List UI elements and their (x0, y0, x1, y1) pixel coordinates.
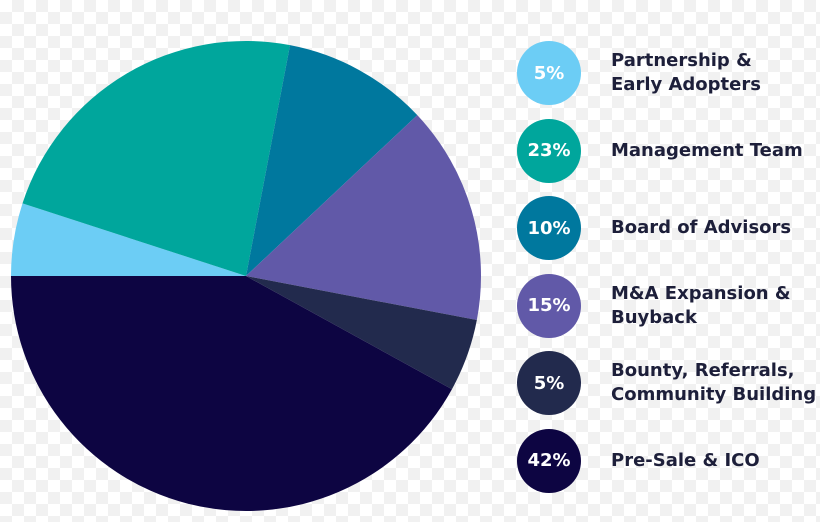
pie-slice-3 (246, 115, 482, 321)
legend-value-badge: 10% (517, 196, 581, 260)
legend-item: 42% Pre-Sale & ICO (517, 428, 820, 493)
pie-slice-2 (246, 45, 418, 276)
pie-slice-5 (11, 276, 452, 511)
legend-item: 15% M&A Expansion & Buyback (517, 273, 820, 338)
legend-value-badge: 15% (517, 273, 581, 338)
pie-slice-1 (22, 40, 291, 276)
legend-label: Management Team (611, 139, 803, 161)
legend-value-badge: 42% (517, 428, 581, 493)
legend-value-badge: 23% (517, 118, 581, 183)
legend-label: Board of Advisors (611, 217, 792, 238)
legend-item: 10% Board of Advisors (517, 196, 820, 260)
legend-label: M&A Expansion & Buyback (611, 282, 791, 328)
legend-label: Pre-Sale & ICO (611, 449, 760, 471)
legend-item: 5% Partnership & Early Adopters (517, 41, 820, 105)
legend-value-badge: 5% (517, 41, 581, 105)
pie-slice-0 (11, 203, 246, 276)
pie-slice-4 (246, 276, 477, 390)
legend-label: Partnership & Early Adopters (611, 50, 761, 95)
legend-value-badge: 5% (517, 351, 581, 415)
pie-chart (11, 40, 482, 511)
legend-label: Bounty, Referrals, Community Building (611, 360, 817, 405)
legend-item: 5% Bounty, Referrals, Community Building (517, 351, 820, 415)
legend-item: 23% Management Team (517, 118, 820, 183)
